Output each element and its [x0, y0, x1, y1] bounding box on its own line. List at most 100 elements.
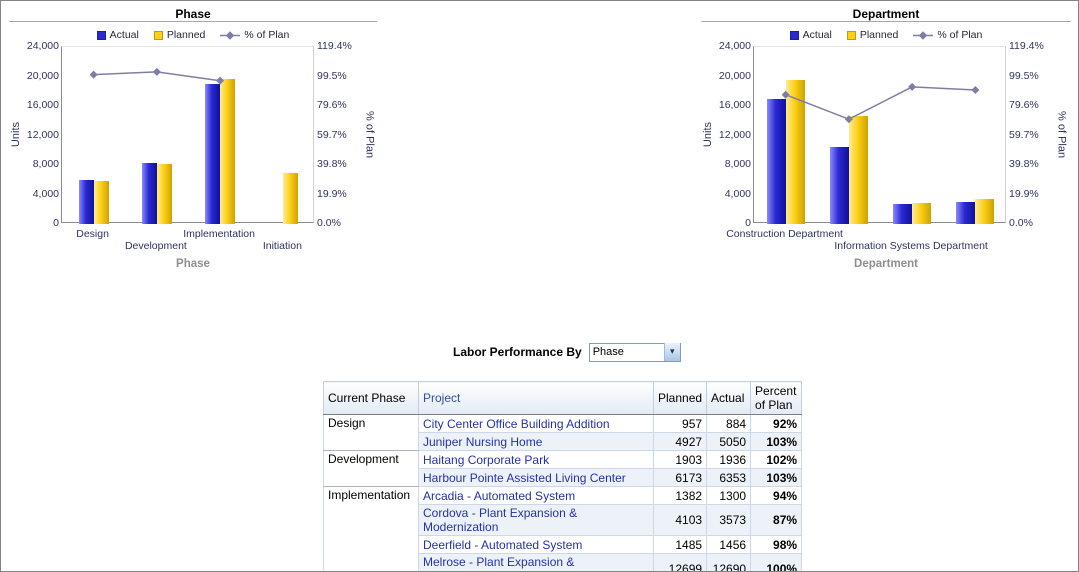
table-row: Development Haitang Corporate Park 1903 193…: [323, 450, 803, 487]
table-row: Implementation Arcadia - Automated System…: [323, 486, 803, 571]
bars-layer: [754, 47, 1007, 224]
percent-of-plan-cell: 98%: [750, 535, 803, 554]
legend-item-of-plan: % of Plan: [220, 29, 289, 41]
bar-actual-group0[interactable]: [78, 180, 94, 224]
y-left-tick: 0: [745, 217, 751, 229]
table-row: Design City Center Office Building Additi…: [323, 414, 803, 451]
percent-marker-icon: [844, 115, 853, 124]
planned-cell: 4927: [652, 432, 708, 451]
x-category-label: Construction Department: [726, 228, 843, 240]
chart-title: Department: [701, 7, 1071, 22]
bar-actual-group3[interactable]: [956, 201, 976, 224]
actual-cell: 12690: [706, 553, 752, 571]
y-right-tick: 99.5%: [317, 69, 347, 82]
project-link[interactable]: Haitang Corporate Park: [418, 450, 654, 469]
percent-marker-icon: [89, 70, 98, 79]
col-header-percent-of-plan: Percent of Plan: [750, 381, 803, 415]
x-axis-labels: Construction Department Information Syste…: [726, 226, 1006, 254]
project-link[interactable]: Harbour Pointe Assisted Living Center: [418, 468, 654, 487]
chart-title: Phase: [9, 7, 377, 22]
table-row: Cordova - Plant Expansion & Modernizatio…: [324, 504, 803, 536]
percent-of-plan-cell: 103%: [750, 432, 803, 451]
col-header-actual: Actual: [706, 381, 752, 415]
bar-actual-group1[interactable]: [141, 162, 157, 224]
bar-planned-group0[interactable]: [785, 80, 805, 224]
planned-cell: 12699: [652, 553, 708, 571]
percent-of-plan-cell: 103%: [750, 468, 803, 487]
col-header-current-phase: Current Phase: [323, 381, 419, 415]
planned-swatch-icon: [846, 30, 856, 40]
bar-actual-group1[interactable]: [829, 147, 849, 224]
planned-swatch-icon: [153, 30, 163, 40]
percent-marker-icon: [908, 82, 917, 91]
y-right-tick: 59.7%: [1009, 128, 1039, 141]
y-left-tick: 16,000: [26, 99, 59, 111]
y-axis-title-left: Units: [701, 121, 714, 148]
y-right-tick: 119.4%: [317, 40, 352, 52]
planned-cell: 6173: [652, 468, 708, 487]
x-axis-labels: Design Development Implementation Initiatio…: [61, 226, 314, 254]
y-right-tick: 119.4%: [1009, 40, 1044, 52]
chart-legend: Actual Planned % of Plan: [9, 28, 377, 42]
percent-of-plan-cell: 87%: [750, 504, 803, 536]
labor-performance-control: Labor Performance By Phase ▾: [453, 342, 681, 362]
bar-planned-group2[interactable]: [220, 78, 236, 224]
y-left-tick: 24,000: [26, 40, 59, 52]
percent-marker-icon: [781, 90, 790, 99]
bar-actual-group2[interactable]: [893, 204, 913, 224]
percent-of-plan-cell: 100%: [750, 553, 803, 571]
table-row: Deerfield - Automated System 1485 1456 98%: [324, 535, 803, 554]
percent-of-plan-line: [785, 86, 976, 121]
table-header-row: Current Phase Project Planned Actual Per…: [323, 381, 803, 415]
bar-planned-group0[interactable]: [93, 180, 109, 224]
bar-planned-group2[interactable]: [912, 202, 932, 224]
actual-cell: 3573: [706, 504, 752, 536]
x-category-label: Initiation: [262, 240, 302, 252]
y-left-tick: 20,000: [26, 69, 59, 82]
planned-cell: 4103: [652, 504, 708, 536]
project-link[interactable]: Arcadia - Automated System: [418, 486, 654, 505]
plot-area: [753, 46, 1007, 224]
project-link[interactable]: City Center Office Building Addition: [418, 414, 654, 433]
legend-label: % of Plan: [937, 29, 983, 41]
project-link[interactable]: Cordova - Plant Expansion & Modernizatio…: [418, 504, 654, 536]
y-right-tick: 39.8%: [1009, 158, 1039, 170]
actual-cell: 6353: [706, 468, 752, 487]
percent-line-layer: [89, 67, 225, 85]
bar-planned-group1[interactable]: [848, 115, 868, 224]
bar-actual-group0[interactable]: [766, 98, 786, 224]
percent-marker-icon: [152, 67, 161, 76]
project-link[interactable]: Melrose - Plant Expansion & Modernizatio…: [418, 553, 654, 571]
performance-by-select-wrap[interactable]: Phase ▾: [588, 342, 681, 362]
legend-label: Actual: [109, 29, 139, 41]
percent-line-marker-icon: [220, 30, 241, 40]
y-left-tick: 12,000: [718, 128, 751, 141]
legend-item-planned: Planned: [846, 29, 898, 41]
y-axis-ticks-left: 24,000 20,000 16,000 12,000 8,000 4,000 0: [715, 40, 751, 229]
bar-planned-group1[interactable]: [156, 164, 172, 224]
y-right-tick: 59.7%: [317, 128, 347, 141]
bar-planned-group3[interactable]: [283, 173, 299, 224]
x-axis-title: Phase: [176, 258, 210, 270]
dropdown-label: Labor Performance By: [453, 344, 582, 359]
performance-by-select[interactable]: Phase: [588, 342, 681, 362]
y-axis-ticks-left: 24,000 20,000 16,000 12,000 8,000 4,000 0: [23, 40, 59, 229]
y-left-tick: 4,000: [724, 187, 751, 200]
legend-label: Actual: [802, 29, 832, 41]
legend-label: Planned: [166, 29, 206, 41]
bar-actual-group2[interactable]: [205, 83, 221, 224]
legend-item-of-plan: % of Plan: [913, 29, 982, 41]
legend-label: % of Plan: [244, 29, 290, 41]
bar-planned-group3[interactable]: [975, 199, 995, 224]
project-link[interactable]: Juniper Nursing Home: [418, 432, 654, 451]
bars-layer: [62, 47, 315, 224]
department-chart: Department Actual Planned% of Plan Units …: [701, 5, 1071, 290]
y-right-tick: 39.8%: [317, 158, 347, 170]
project-link[interactable]: Deerfield - Automated System: [418, 535, 654, 554]
col-header-project[interactable]: Project: [418, 381, 654, 415]
phase-cell: Design: [323, 414, 419, 451]
percent-of-plan-cell: 102%: [750, 450, 803, 469]
x-category-label: Design: [76, 228, 109, 240]
legend-item-planned: Planned: [153, 29, 206, 41]
phase-chart: Phase Actual Planned % of Plan Units 24,00…: [9, 5, 377, 290]
